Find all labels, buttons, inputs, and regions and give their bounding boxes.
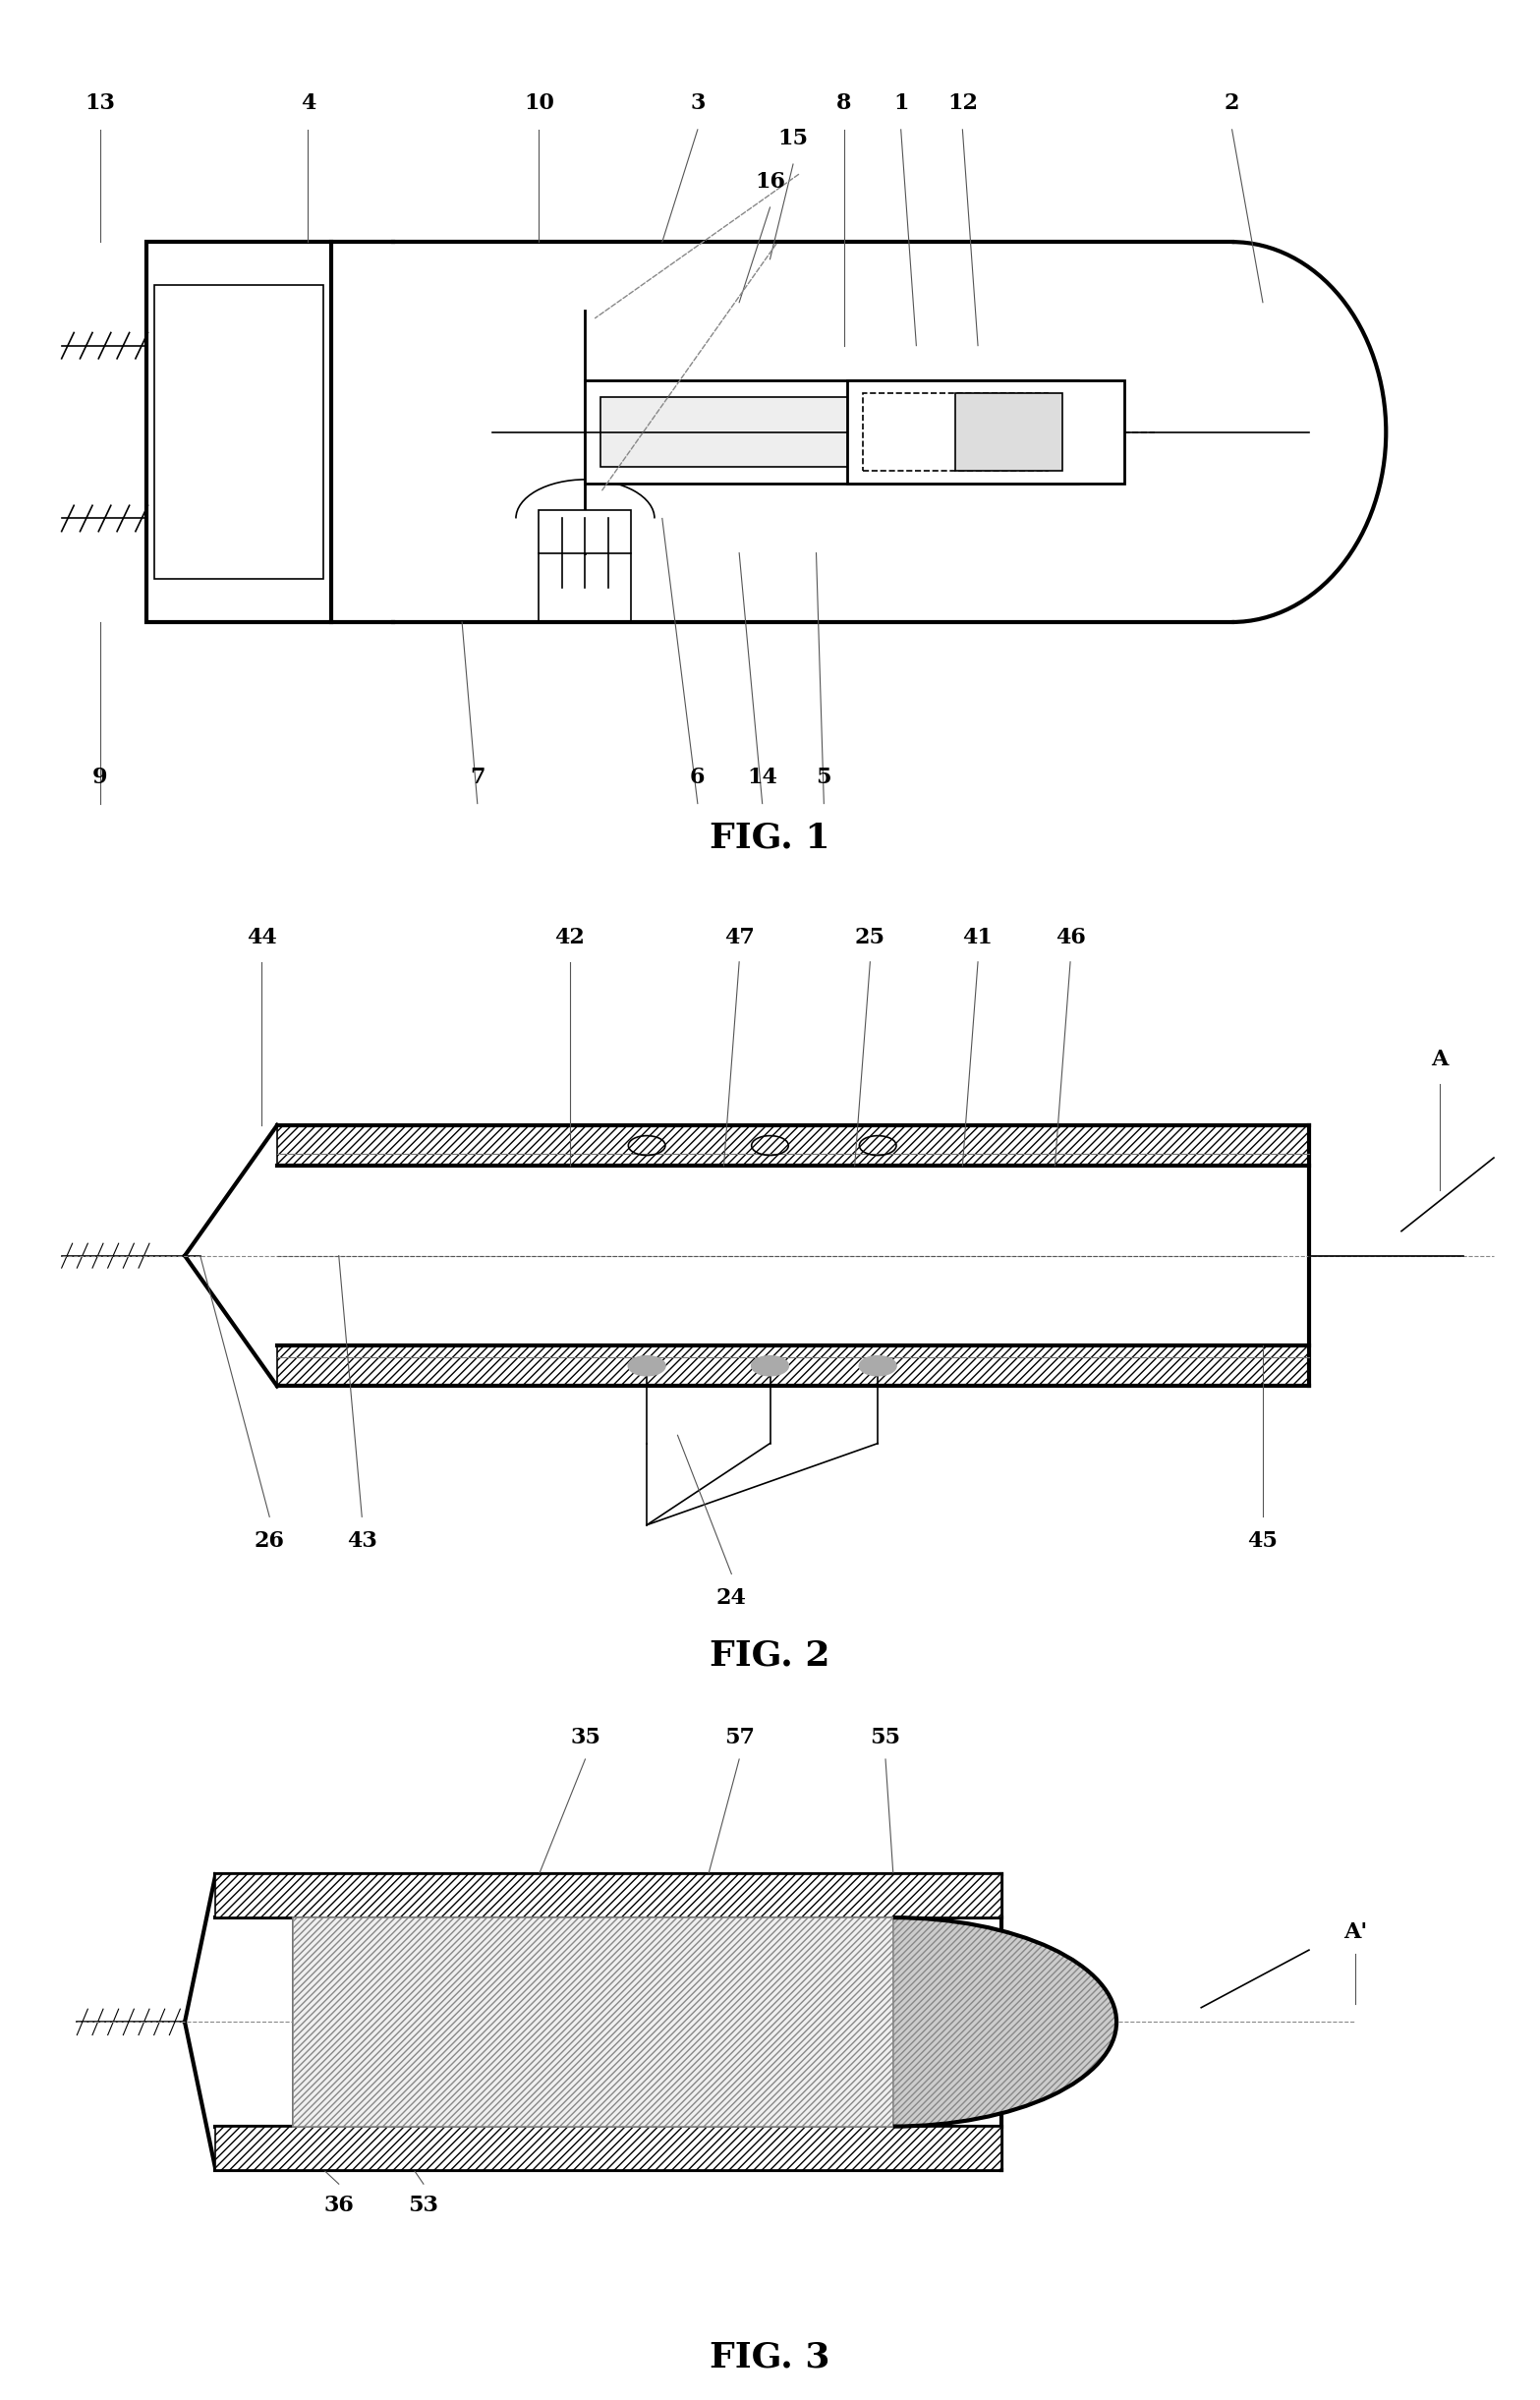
Text: 47: 47 — [724, 926, 755, 948]
Text: 7: 7 — [470, 766, 485, 790]
Text: 35: 35 — [570, 1726, 601, 1750]
Text: 43: 43 — [346, 1531, 377, 1553]
Text: A: A — [1431, 1049, 1449, 1070]
Text: 10: 10 — [524, 94, 554, 115]
Bar — [585, 379, 1078, 485]
Text: 5: 5 — [816, 766, 832, 790]
Text: 26: 26 — [254, 1531, 285, 1553]
Bar — [216, 2126, 1001, 2170]
Bar — [955, 394, 1063, 470]
Wedge shape — [893, 1918, 1116, 2126]
Text: 57: 57 — [724, 1726, 755, 1750]
Text: 6: 6 — [690, 766, 705, 790]
Bar — [293, 1918, 893, 2126]
Polygon shape — [185, 1126, 277, 1387]
Text: 1: 1 — [893, 94, 909, 115]
Text: FIG. 3: FIG. 3 — [710, 2340, 830, 2374]
Text: 25: 25 — [855, 926, 885, 948]
Text: 14: 14 — [747, 766, 778, 790]
Bar — [862, 394, 1047, 470]
Bar — [216, 1874, 1001, 1918]
Text: 41: 41 — [962, 926, 993, 948]
Text: FIG. 2: FIG. 2 — [710, 1639, 830, 1673]
Text: 36: 36 — [323, 2194, 354, 2218]
Bar — [277, 1346, 1309, 1387]
Circle shape — [628, 1356, 665, 1375]
Bar — [277, 1126, 1309, 1166]
Bar — [847, 379, 1124, 485]
Text: 8: 8 — [836, 94, 852, 115]
Text: 9: 9 — [92, 766, 108, 790]
Text: 4: 4 — [300, 94, 316, 115]
Text: 24: 24 — [716, 1586, 747, 1610]
Bar — [154, 286, 323, 578]
Bar — [539, 509, 631, 552]
Text: 42: 42 — [554, 926, 585, 948]
Text: 13: 13 — [85, 94, 116, 115]
Text: FIG. 1: FIG. 1 — [710, 821, 830, 854]
Text: 3: 3 — [690, 94, 705, 115]
Text: 53: 53 — [408, 2194, 439, 2218]
Circle shape — [752, 1356, 788, 1375]
Text: 46: 46 — [1055, 926, 1086, 948]
Text: 55: 55 — [870, 1726, 901, 1750]
Text: 16: 16 — [755, 170, 785, 192]
Text: 12: 12 — [947, 94, 978, 115]
Text: 45: 45 — [1247, 1531, 1278, 1553]
Bar — [146, 242, 331, 622]
Bar — [601, 398, 1063, 466]
Circle shape — [859, 1356, 896, 1375]
Text: 15: 15 — [778, 127, 809, 149]
Text: A': A' — [1343, 1920, 1368, 1944]
Text: 2: 2 — [1224, 94, 1240, 115]
Text: 44: 44 — [246, 926, 277, 948]
